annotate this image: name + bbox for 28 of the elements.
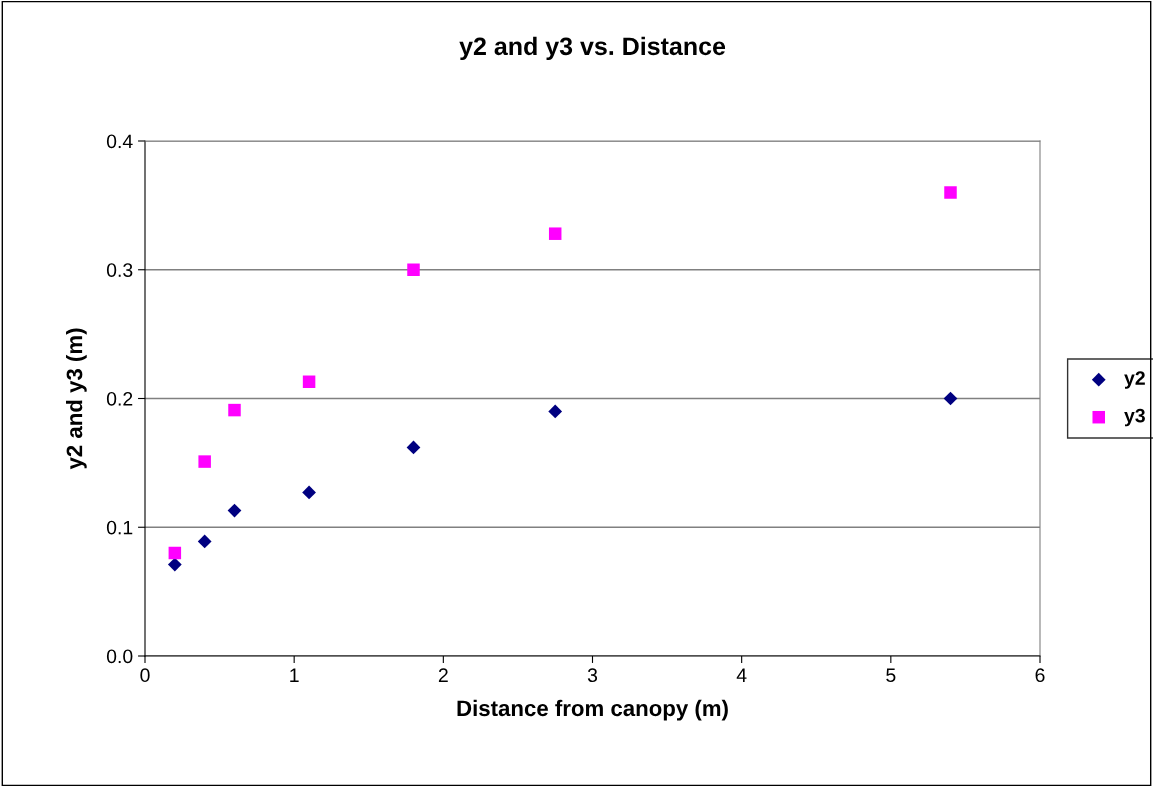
y-tick-label: 0.4	[106, 134, 133, 149]
legend-label: y3	[1124, 408, 1145, 427]
x-tick-label: 1	[290, 668, 299, 682]
point	[548, 227, 562, 240]
y-tick-label: 0.2	[106, 391, 133, 406]
point	[407, 263, 420, 276]
point	[302, 485, 316, 500]
x-tick-label: 4	[736, 668, 747, 682]
y-tick-label: 0.3	[106, 263, 133, 277]
point	[548, 404, 563, 419]
x-tick-label: 3	[587, 668, 598, 683]
x-axis-title: Distance from canopy (m)	[457, 699, 728, 721]
y-tick-label: 0.0	[106, 649, 133, 664]
legend-label: y2	[1124, 371, 1145, 389]
y-axis-title: y2 and y3 (m)	[66, 328, 87, 470]
point	[302, 375, 316, 389]
point	[198, 455, 211, 468]
x-tick-label: 2	[438, 668, 448, 682]
chart-title: y2 and y3 vs. Distance	[459, 36, 726, 61]
x-tick-label: 0	[140, 668, 150, 683]
point	[228, 403, 241, 417]
point	[197, 534, 212, 549]
point	[944, 186, 957, 199]
y-tick-label: 0.1	[106, 520, 133, 535]
x-tick-label: 6	[1035, 668, 1045, 683]
x-tick-label: 5	[886, 668, 896, 683]
point	[168, 546, 182, 560]
point	[167, 557, 182, 572]
